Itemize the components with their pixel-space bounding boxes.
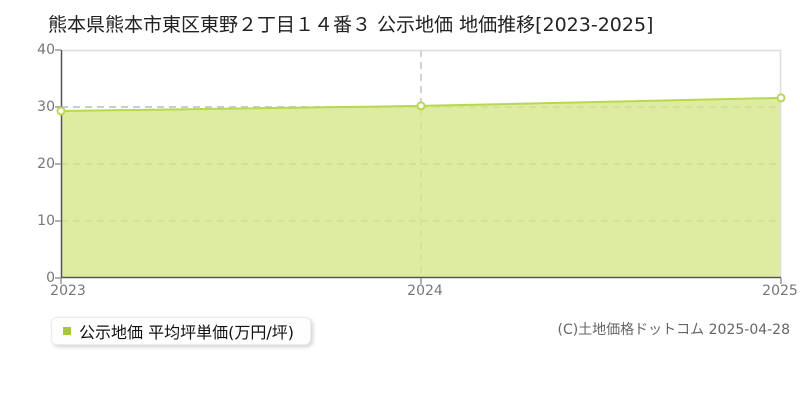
data-point-2025[interactable] (776, 93, 786, 103)
copyright-text: (C)土地価格ドットコム 2025-04-28 (557, 322, 790, 338)
area-fill (61, 97, 781, 279)
y-axis-label-30: 30 (37, 99, 55, 115)
y-axis-label-10: 10 (37, 213, 55, 229)
legend-label: 公示地価 平均坪単価(万円/坪) (79, 323, 294, 342)
x-axis-label-2025: 2025 (762, 283, 798, 299)
y-axis-label-0: 0 (46, 270, 55, 286)
legend[interactable]: 公示地価 平均坪単価(万円/坪) (51, 317, 311, 345)
x-axis-label-2024: 2024 (407, 283, 443, 299)
data-point-2024[interactable] (416, 101, 426, 111)
chart-title: 熊本県熊本市東区東野２丁目１４番３ 公示地価 地価推移[2023-2025] (48, 14, 654, 36)
plot-area (55, 49, 786, 284)
y-axis-label-20: 20 (37, 156, 55, 172)
y-axis-label-40: 40 (37, 42, 55, 58)
x-axis-label-2023: 2023 (50, 283, 86, 299)
data-point-2023[interactable] (56, 106, 66, 116)
area-chart (55, 49, 786, 284)
legend-swatch-icon (63, 327, 71, 335)
